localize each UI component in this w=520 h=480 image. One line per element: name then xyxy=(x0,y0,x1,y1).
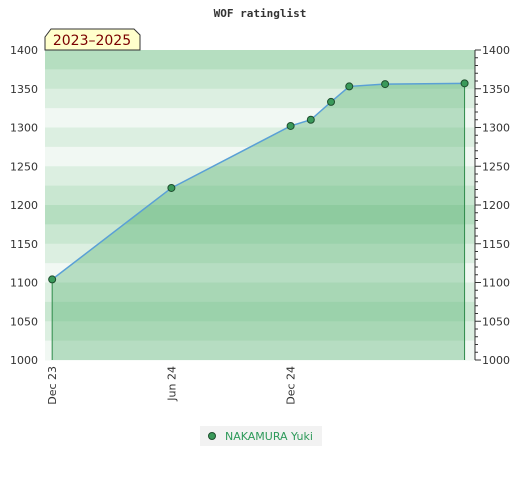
data-point xyxy=(327,97,336,106)
x-tick-label: Dec 23 xyxy=(46,366,59,405)
background-band xyxy=(45,282,475,303)
chart-title: WOF ratinglist xyxy=(214,7,307,20)
y-tick-label-right: 1250 xyxy=(482,160,510,173)
legend-marker xyxy=(208,432,216,440)
x-tick: Jun 24 xyxy=(165,366,178,402)
background-band xyxy=(45,185,475,206)
data-point xyxy=(167,183,176,192)
background-band xyxy=(45,224,475,245)
data-point-markers xyxy=(48,79,469,284)
data-point xyxy=(286,121,295,130)
background-band xyxy=(45,263,475,283)
y-tick-label-left: 1250 xyxy=(10,160,38,173)
left-y-axis: 1000 1050 1100 1150 1200 1250 1300 1350 1400 xyxy=(10,44,38,367)
right-y-axis: 1000 1050 1100 1150 1200 1250 1300 1350 1400 xyxy=(474,44,510,367)
background-band xyxy=(45,321,475,342)
y-tick-label-left: 1000 xyxy=(10,354,38,367)
background-band xyxy=(45,88,475,109)
y-tick-label-left: 1200 xyxy=(10,199,38,212)
x-tick-label: Jun 24 xyxy=(165,366,178,402)
data-point xyxy=(381,80,390,89)
y-tick-label-left: 1400 xyxy=(10,44,38,57)
y-tick-label-right: 1200 xyxy=(482,199,510,212)
background-band xyxy=(45,340,475,361)
y-tick-label-left: 1100 xyxy=(10,277,38,290)
y-tick-label-right: 1350 xyxy=(482,83,510,96)
data-point xyxy=(345,82,354,91)
background-band xyxy=(45,108,475,128)
y-tick-label-right: 1150 xyxy=(482,238,510,251)
x-tick: Dec 23 xyxy=(46,366,59,405)
rating-area xyxy=(52,83,465,360)
background-band xyxy=(45,205,475,225)
background-band xyxy=(45,69,475,90)
y-tick-label-right: 1050 xyxy=(482,315,510,328)
legend-entry: NAKAMURA Yuki xyxy=(225,430,313,443)
x-tick-label: Dec 24 xyxy=(285,366,298,405)
data-point xyxy=(460,79,469,88)
data-point xyxy=(306,115,315,124)
y-tick-label-right: 1300 xyxy=(482,122,510,135)
background-band xyxy=(45,50,475,70)
y-tick-label-left: 1150 xyxy=(10,238,38,251)
x-axis: Dec 23 Jun 24 Dec 24 xyxy=(46,366,297,405)
period-badge: 2023–2025 xyxy=(44,28,141,51)
background-bands xyxy=(45,50,475,361)
y-tick-label-left: 1050 xyxy=(10,315,38,328)
x-tick: Dec 24 xyxy=(285,366,298,405)
y-tick-label-right: 1000 xyxy=(482,354,510,367)
y-tick-label-left: 1350 xyxy=(10,83,38,96)
y-tick-label-left: 1300 xyxy=(10,122,38,135)
data-point xyxy=(48,275,57,284)
y-tick-label-right: 1400 xyxy=(482,44,510,57)
rating-line xyxy=(51,82,465,280)
background-band xyxy=(45,127,475,148)
background-band xyxy=(45,243,475,264)
period-label: 2023–2025 xyxy=(53,33,131,49)
background-band xyxy=(45,166,475,187)
y-tick-label-right: 1100 xyxy=(482,277,510,290)
legend: NAKAMURA Yuki xyxy=(200,426,322,446)
legend-box xyxy=(200,426,322,446)
background-band xyxy=(45,301,475,322)
background-band xyxy=(45,146,475,167)
rating-area-layer xyxy=(51,82,466,360)
